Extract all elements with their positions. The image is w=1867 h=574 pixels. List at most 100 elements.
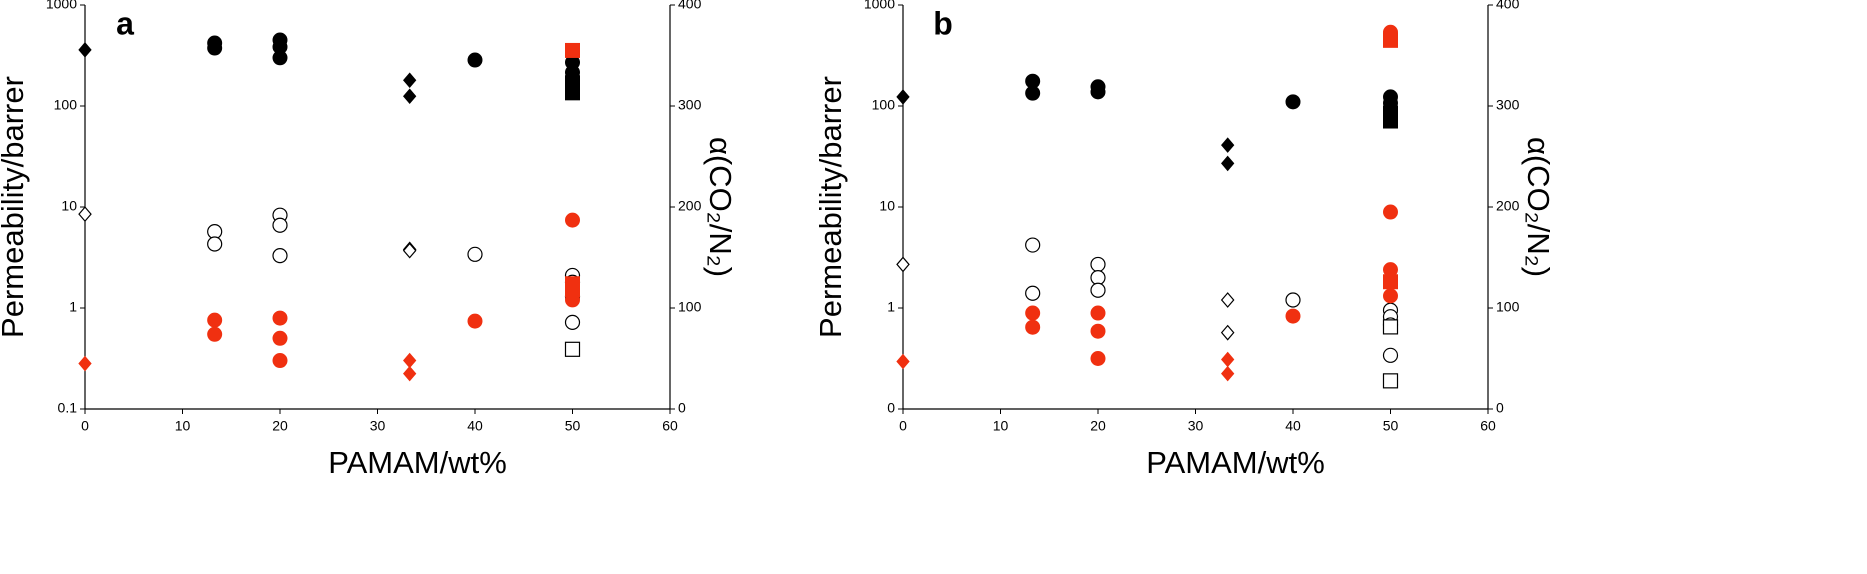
y2-tick-label: 200 xyxy=(678,198,702,214)
y2-tick-label: 100 xyxy=(1496,299,1520,315)
x-tick-label: 50 xyxy=(1383,418,1399,434)
x-axis-label: PAMAM/wt% xyxy=(1146,445,1325,480)
point xyxy=(1090,84,1106,100)
point xyxy=(1383,204,1398,220)
point xyxy=(272,310,288,326)
point xyxy=(1090,305,1106,321)
point xyxy=(1090,269,1106,286)
x-tick-label: 60 xyxy=(662,418,678,434)
point xyxy=(1220,324,1235,341)
x-tick-label: 40 xyxy=(467,418,483,434)
y-tick-label: 1000 xyxy=(864,0,895,12)
y-axis-label: Permeability/barrer xyxy=(0,76,30,338)
y-tick-label: 100 xyxy=(872,97,896,113)
point xyxy=(467,246,483,262)
point xyxy=(564,314,581,331)
y2-tick-label: 0 xyxy=(678,400,686,416)
point xyxy=(402,242,417,259)
point xyxy=(896,256,910,273)
x-tick-label: 0 xyxy=(81,418,89,434)
x-tick-label: 30 xyxy=(370,418,386,434)
point xyxy=(207,312,223,328)
point xyxy=(896,353,910,370)
point xyxy=(403,88,417,104)
y2-tick-label: 0 xyxy=(1496,400,1504,416)
point xyxy=(1090,351,1106,366)
point xyxy=(1285,94,1301,110)
y-tick-label: 1000 xyxy=(46,0,77,12)
point xyxy=(467,52,483,68)
point xyxy=(1221,155,1235,172)
y2-tick-label: 100 xyxy=(678,299,702,315)
point xyxy=(1383,288,1398,304)
point xyxy=(78,206,92,223)
point xyxy=(1382,347,1399,363)
panel-label: b xyxy=(933,5,953,41)
point xyxy=(467,313,483,329)
point xyxy=(1221,365,1235,382)
point xyxy=(1025,285,1041,301)
point xyxy=(1221,137,1235,153)
point xyxy=(403,365,417,382)
point xyxy=(272,330,288,346)
point xyxy=(1285,292,1301,308)
x-tick-label: 0 xyxy=(899,418,907,434)
y-tick-label: 1 xyxy=(887,299,895,315)
x-tick-label: 20 xyxy=(272,418,288,434)
point xyxy=(565,42,580,58)
point xyxy=(78,355,92,372)
point xyxy=(272,248,288,264)
point xyxy=(896,89,910,105)
x-axis-label: PAMAM/wt% xyxy=(328,445,507,480)
x-tick-label: 60 xyxy=(1480,418,1496,434)
point xyxy=(272,50,288,66)
y2-tick-label: 200 xyxy=(1496,198,1520,214)
point xyxy=(207,326,223,342)
point xyxy=(1382,373,1399,389)
y-tick-label: 10 xyxy=(879,198,895,214)
point xyxy=(272,217,288,233)
y2-tick-label: 400 xyxy=(678,0,702,12)
x-tick-label: 40 xyxy=(1285,418,1301,434)
x-tick-label: 50 xyxy=(565,418,581,434)
y-tick-label: 0.1 xyxy=(58,400,78,416)
x-tick-label: 30 xyxy=(1188,418,1204,434)
panel-label: a xyxy=(116,5,134,41)
point xyxy=(403,352,417,369)
point xyxy=(565,212,580,228)
point xyxy=(1090,323,1106,339)
y2-tick-label: 300 xyxy=(678,97,702,113)
y-tick-label: 1 xyxy=(69,299,77,315)
point xyxy=(1383,113,1398,129)
y-tick-label: 10 xyxy=(61,198,77,214)
point xyxy=(207,236,223,252)
y-tick-label: 100 xyxy=(54,97,78,113)
y2-axis-label: α(CO₂/N₂) xyxy=(1521,137,1556,277)
x-tick-label: 10 xyxy=(993,418,1009,434)
point xyxy=(1383,32,1398,48)
point xyxy=(565,282,580,298)
point xyxy=(1025,319,1041,335)
point xyxy=(1220,292,1235,308)
y2-tick-label: 400 xyxy=(1496,0,1520,12)
point xyxy=(1382,319,1399,335)
y-axis-label: Permeability/barrer xyxy=(813,76,848,338)
point xyxy=(1025,85,1041,101)
point xyxy=(1025,305,1041,321)
x-tick-label: 20 xyxy=(1090,418,1106,434)
point xyxy=(1383,274,1398,290)
point xyxy=(1285,308,1301,324)
point xyxy=(1025,237,1041,253)
point xyxy=(565,85,580,101)
x-tick-label: 10 xyxy=(175,418,191,434)
point xyxy=(78,42,92,58)
point xyxy=(272,353,288,369)
point xyxy=(564,341,581,357)
point xyxy=(1090,256,1106,273)
point xyxy=(207,40,223,56)
y-tick-label: 0 xyxy=(887,400,895,416)
point xyxy=(1221,351,1235,368)
y2-axis-label: α(CO₂/N₂) xyxy=(703,137,738,277)
y2-tick-label: 300 xyxy=(1496,97,1520,113)
